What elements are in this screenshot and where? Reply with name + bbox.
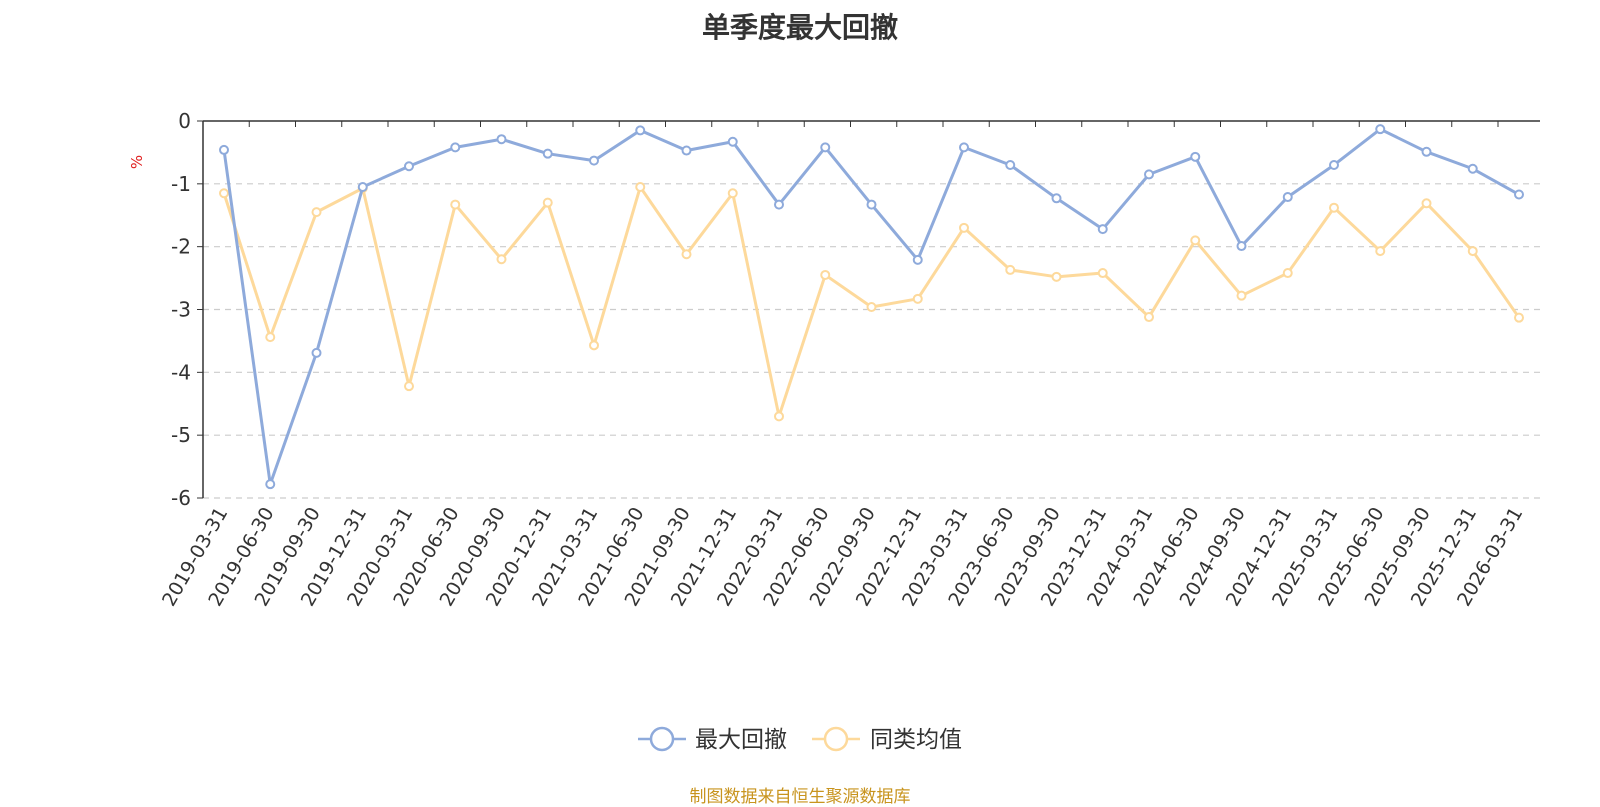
data-point — [1282, 268, 1293, 279]
data-point — [1051, 193, 1062, 204]
data-point — [265, 479, 276, 490]
data-point — [450, 142, 461, 153]
y-axis-label: % — [128, 155, 146, 169]
data-point — [959, 222, 969, 233]
legend-label: 最大回撤 — [695, 727, 787, 753]
data-point — [589, 340, 599, 351]
data-point — [774, 199, 784, 210]
data-point — [1514, 189, 1524, 200]
grid-lines — [203, 183, 1540, 499]
y-tick-label: 0 — [178, 109, 191, 133]
data-point — [727, 188, 738, 199]
data-point — [1329, 159, 1339, 170]
data-point — [820, 142, 831, 153]
data-point — [219, 144, 229, 155]
data-point — [681, 249, 692, 260]
data-point — [1097, 268, 1108, 279]
y-tick-label: -1 — [171, 172, 191, 196]
data-point — [589, 155, 599, 166]
chart-title: 单季度最大回撤 — [701, 11, 898, 44]
data-point — [450, 199, 461, 210]
data-point — [959, 142, 969, 153]
data-point — [265, 332, 276, 343]
data-point — [1005, 264, 1016, 275]
y-tick-label: -5 — [171, 423, 191, 447]
legend-marker — [823, 726, 849, 752]
y-tick-label: -3 — [171, 298, 191, 322]
data-point — [1514, 312, 1524, 323]
data-point — [727, 136, 738, 147]
data-point — [866, 301, 877, 312]
data-point — [219, 188, 229, 199]
data-point — [774, 411, 784, 422]
data-point — [1144, 169, 1154, 180]
data-point — [496, 254, 507, 265]
data-point — [1375, 246, 1386, 257]
legend-marker — [649, 726, 675, 752]
y-tick-label: -2 — [171, 235, 191, 259]
legend-label: 同类均值 — [870, 727, 962, 753]
data-point — [1005, 159, 1016, 170]
series-line — [222, 185, 1521, 418]
data-point — [1144, 312, 1154, 323]
data-point — [1282, 192, 1293, 203]
data-point — [1236, 241, 1247, 252]
data-point — [1190, 235, 1201, 246]
data-point — [820, 269, 831, 280]
data-point — [1051, 271, 1062, 282]
data-point — [681, 145, 692, 156]
data-point — [1421, 198, 1432, 209]
data-point — [635, 125, 646, 136]
y-tick-label: -6 — [171, 486, 191, 510]
source-note: 制图数据来自恒生聚源数据库 — [689, 787, 911, 807]
data-point — [635, 181, 646, 192]
data-point — [1421, 146, 1432, 157]
data-point — [1190, 151, 1201, 162]
data-point — [357, 181, 368, 192]
data-point — [496, 134, 507, 145]
data-point — [1329, 202, 1339, 213]
data-point — [542, 197, 553, 208]
legend-item[interactable]: 同类均值 — [812, 726, 962, 753]
data-point — [1467, 246, 1478, 257]
data-point — [1375, 124, 1386, 135]
legend: 最大回撤 同类均值 — [638, 726, 962, 753]
data-point — [1236, 290, 1247, 301]
data-point — [1467, 163, 1478, 174]
data-point — [542, 148, 553, 159]
data-point — [404, 381, 414, 392]
data-point — [311, 347, 322, 358]
data-point — [311, 207, 322, 218]
data-point — [1097, 224, 1108, 235]
y-tick-label: -4 — [171, 360, 191, 384]
data-point — [912, 293, 923, 304]
series-lines — [219, 124, 1524, 490]
legend-item[interactable]: 最大回撤 — [638, 726, 787, 753]
data-point — [866, 199, 877, 210]
data-point — [404, 161, 414, 172]
data-point — [912, 254, 923, 265]
